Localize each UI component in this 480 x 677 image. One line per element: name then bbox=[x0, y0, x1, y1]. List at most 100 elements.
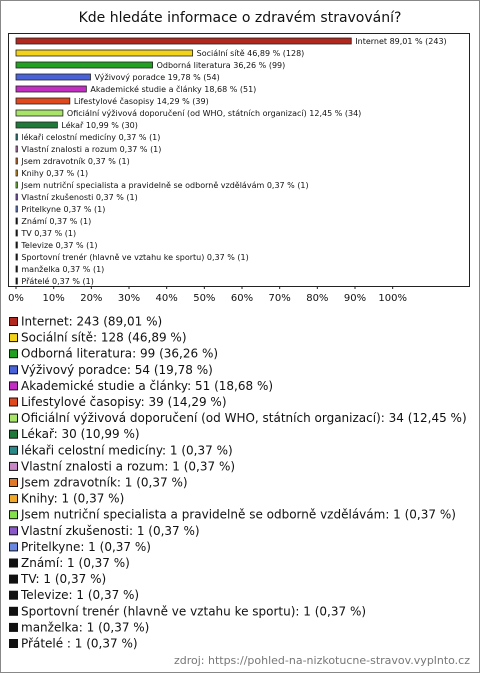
legend-label: Vlastní znalosti a rozum: 1 (0,37 %) bbox=[21, 459, 235, 473]
bar-label: Výživový poradce 19,78 % (54) bbox=[95, 73, 220, 82]
bar-label: Oficiální výživová doporučení (od WHO, s… bbox=[67, 108, 361, 118]
value-label: 0,37 % (1) bbox=[52, 277, 94, 286]
legend-label: Vlastní zkušenosti: 1 (0,37 %) bbox=[21, 524, 200, 538]
x-tick-label: 40% bbox=[156, 293, 178, 304]
bar-label: Odborná literatura 36,26 % (99) bbox=[157, 61, 286, 70]
legend-swatch bbox=[9, 590, 18, 600]
bar-label: manželka 0,37 % (1) bbox=[21, 265, 104, 274]
legend-swatch bbox=[9, 558, 18, 568]
value-label: 0,37 % (1) bbox=[64, 205, 106, 214]
category-label: Pritelkyne bbox=[21, 205, 61, 214]
bar bbox=[15, 121, 58, 129]
category-label: Známí bbox=[21, 217, 47, 226]
bar-label: Lifestylové časopisy 14,29 % (39) bbox=[74, 96, 209, 106]
value-label: 0,37 % (1) bbox=[56, 241, 98, 250]
bar bbox=[15, 265, 18, 273]
legend-label: lékaři celostní medicíny: 1 (0,37 %) bbox=[21, 443, 233, 457]
legend-swatch bbox=[9, 542, 18, 552]
legend-swatch bbox=[9, 413, 18, 423]
legend-swatch bbox=[9, 510, 18, 520]
chart-title: Kde hledáte informace o zdravém stravová… bbox=[79, 10, 402, 26]
bar-label: Sportovní trenér (hlavně ve vztahu ke sp… bbox=[21, 252, 248, 262]
bar bbox=[15, 73, 91, 81]
category-label: Přátelé bbox=[21, 276, 49, 286]
category-label: Sociální sítě bbox=[197, 49, 245, 58]
value-label: 89,01 % (243) bbox=[390, 37, 447, 46]
bar-label: Jsem nutriční specialista a pravidelně s… bbox=[20, 180, 308, 190]
x-tick-label: 30% bbox=[118, 293, 140, 304]
legend-label: Odborná literatura: 99 (36,26 %) bbox=[21, 347, 218, 361]
legend-swatch bbox=[9, 574, 18, 584]
bar-label: lékaři celostní medicíny 0,37 % (1) bbox=[21, 132, 160, 142]
value-label: 18,68 % (51) bbox=[204, 85, 256, 94]
bar-label: Lékař 10,99 % (30) bbox=[61, 120, 137, 130]
category-label: manželka bbox=[21, 265, 60, 274]
x-tick-label: 20% bbox=[80, 293, 102, 304]
x-tick-label: 90% bbox=[344, 293, 366, 304]
legend-label: Lifestylové časopisy: 39 (14,29 %) bbox=[21, 395, 227, 409]
value-label: 0,37 % (1) bbox=[49, 217, 91, 226]
legend-label: Výživový poradce: 54 (19,78 %) bbox=[21, 363, 213, 377]
category-label: Sportovní trenér (hlavně ve vztahu ke sp… bbox=[21, 252, 204, 262]
bar bbox=[15, 37, 352, 45]
legend-swatch bbox=[9, 429, 18, 439]
bar-label: Přátelé 0,37 % (1) bbox=[21, 276, 93, 286]
bar-label: Televize 0,37 % (1) bbox=[20, 241, 97, 250]
bar bbox=[15, 241, 18, 249]
source: zdroj: https://pohled-na-nizkotucne-stra… bbox=[174, 654, 470, 667]
legend-swatch bbox=[9, 622, 18, 632]
legend-label: Pritelkyne: 1 (0,37 %) bbox=[21, 540, 151, 554]
legend-swatch bbox=[9, 349, 18, 359]
value-label: 36,26 % (99) bbox=[233, 61, 285, 70]
bar-label: Známí 0,37 % (1) bbox=[21, 217, 91, 226]
category-label: Oficiální výživová doporučení (od WHO, s… bbox=[67, 108, 307, 118]
value-label: 0,37 % (1) bbox=[96, 193, 138, 202]
bar bbox=[15, 193, 18, 201]
category-label: Akademické studie a články bbox=[90, 84, 202, 94]
value-label: 0,37 % (1) bbox=[62, 265, 104, 274]
category-label: Vlastní znalosti a rozum bbox=[21, 145, 117, 154]
legend-label: Přátelé : 1 (0,37 %) bbox=[21, 637, 138, 651]
legend-label: Televize: 1 (0,37 %) bbox=[20, 588, 139, 602]
bar-label: Sociální sítě 46,89 % (128) bbox=[197, 49, 305, 58]
category-label: lékaři celostní medicíny bbox=[21, 132, 116, 142]
value-label: 0,37 % (1) bbox=[120, 145, 162, 154]
legend-swatch bbox=[9, 317, 18, 326]
bar bbox=[15, 97, 71, 105]
bar bbox=[15, 217, 18, 225]
category-label: Lékař bbox=[61, 120, 84, 130]
category-label: Internet bbox=[355, 37, 387, 46]
legend-swatch bbox=[9, 526, 18, 536]
bar bbox=[15, 133, 18, 141]
legend-swatch bbox=[9, 461, 18, 471]
bar bbox=[15, 277, 18, 285]
legend-swatch bbox=[9, 639, 18, 648]
x-tick-label: 100% bbox=[378, 293, 407, 304]
legend-swatch bbox=[9, 397, 18, 407]
legend-label: Oficiální výživová doporučení (od WHO, s… bbox=[21, 411, 467, 425]
value-label: 14,29 % (39) bbox=[157, 97, 209, 106]
legend-label: Knihy: 1 (0,37 %) bbox=[21, 492, 124, 506]
bar bbox=[15, 61, 153, 69]
legend-label: Lékař: 30 (10,99 %) bbox=[21, 427, 140, 441]
bar bbox=[15, 109, 64, 117]
legend-label: TV: 1 (0,37 %) bbox=[20, 572, 106, 586]
bar-label: Vlastní znalosti a rozum 0,37 % (1) bbox=[21, 145, 161, 154]
legend-label: Internet: 243 (89,01 %) bbox=[21, 315, 162, 329]
legend-label: Sociální sítě: 128 (46,89 %) bbox=[21, 331, 187, 345]
legend-swatch bbox=[9, 333, 18, 343]
legend-label: manželka: 1 (0,37 %) bbox=[21, 620, 149, 634]
value-label: 46,89 % (128) bbox=[247, 49, 304, 58]
legend-swatch bbox=[9, 381, 18, 391]
value-label: 19,78 % (54) bbox=[168, 73, 220, 82]
x-tick-label: 50% bbox=[193, 293, 215, 304]
value-label: 0,37 % (1) bbox=[119, 133, 161, 142]
bar bbox=[15, 253, 18, 261]
bar-label: Akademické studie a články 18,68 % (51) bbox=[90, 84, 256, 94]
bar-label: TV 0,37 % (1) bbox=[20, 229, 76, 238]
x-tick-label: 60% bbox=[231, 293, 253, 304]
category-label: Knihy bbox=[21, 169, 44, 178]
legend-swatch bbox=[9, 606, 18, 616]
category-label: Televize bbox=[20, 241, 53, 250]
